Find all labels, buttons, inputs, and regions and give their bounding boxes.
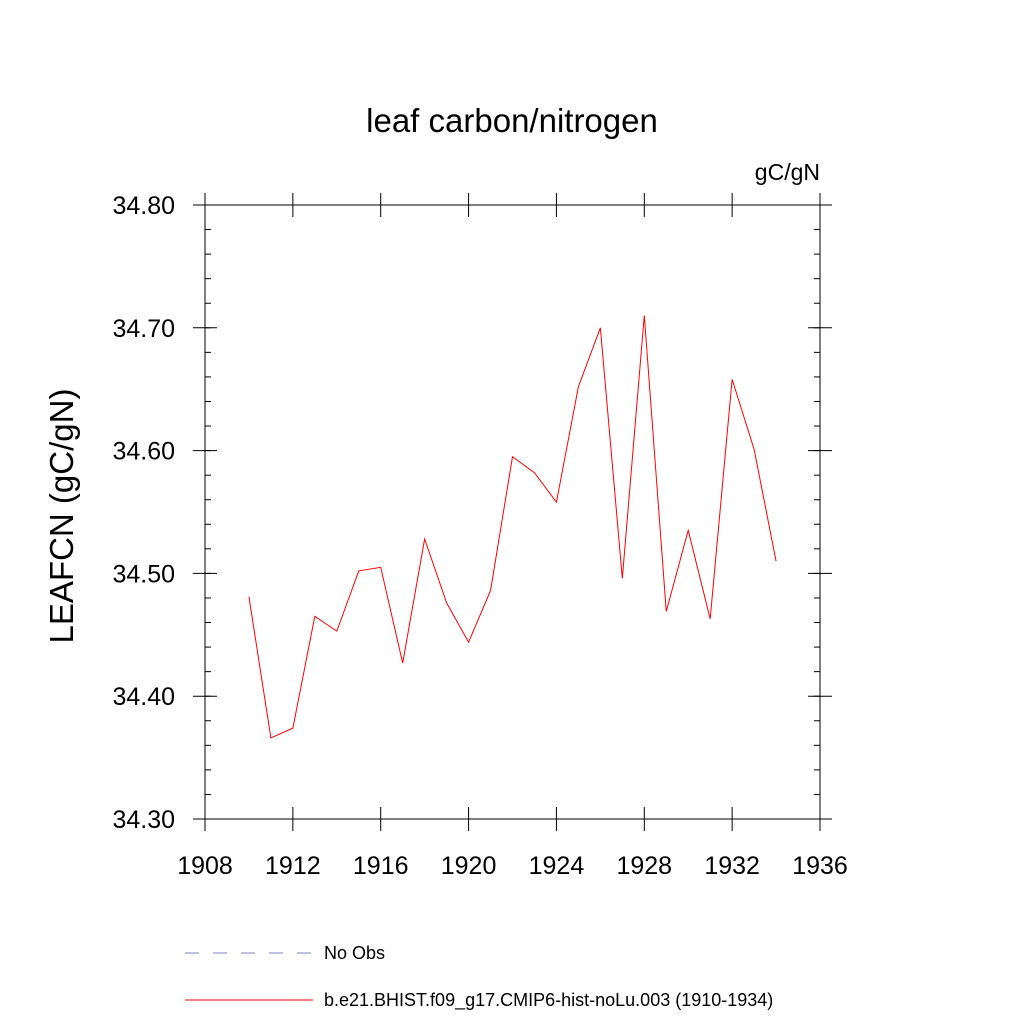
series-layer <box>248 315 777 739</box>
x-tick-label: 1916 <box>353 852 409 880</box>
data-point <box>622 578 623 579</box>
y-tick-label: 34.70 <box>112 315 175 343</box>
data-point <box>556 502 557 503</box>
data-point <box>710 618 711 619</box>
data-point <box>666 611 667 612</box>
data-point <box>380 567 381 568</box>
data-point <box>358 570 359 571</box>
x-tick-label: 1908 <box>177 852 233 880</box>
y-tick-label: 34.60 <box>112 438 175 466</box>
y-axis-label: LEAFCN (gC/gN) <box>43 389 80 644</box>
x-tick-label: 1912 <box>265 852 321 880</box>
axis-tick-labels: 34.30 34.40 34.50 34.60 34.70 34.80 1908 1912 19… <box>112 192 847 880</box>
series-line-0 <box>248 315 777 739</box>
data-point <box>248 596 249 597</box>
x-tick-label: 1932 <box>704 852 760 880</box>
legend-label-no-obs: No Obs <box>324 943 385 963</box>
y-tick-label: 34.50 <box>112 560 175 588</box>
data-point <box>776 561 777 562</box>
x-tick-label: 1920 <box>441 852 497 880</box>
data-point <box>270 737 271 738</box>
data-point <box>600 327 601 328</box>
data-point <box>688 530 689 531</box>
data-point <box>754 449 755 450</box>
y-tick-label: 34.30 <box>112 806 175 834</box>
data-point <box>468 642 469 643</box>
data-point <box>732 379 733 380</box>
legend: No Obs b.e21.BHIST.f09_g17.CMIP6-hist-no… <box>185 943 773 1011</box>
data-point <box>314 616 315 617</box>
axis-ticks <box>193 193 832 831</box>
x-tick-label: 1936 <box>792 852 848 880</box>
data-point <box>644 315 645 316</box>
data-point <box>512 456 513 457</box>
data-point <box>424 539 425 540</box>
plot-frame <box>204 204 821 820</box>
data-point <box>336 631 337 632</box>
data-point <box>402 663 403 664</box>
data-point <box>534 472 535 473</box>
x-tick-label: 1928 <box>616 852 672 880</box>
data-point <box>490 590 491 591</box>
units-label: gC/gN <box>755 159 820 185</box>
chart-title: leaf carbon/nitrogen <box>366 102 658 139</box>
data-point <box>446 602 447 603</box>
legend-label-model: b.e21.BHIST.f09_g17.CMIP6-hist-noLu.003 … <box>324 990 773 1011</box>
y-tick-label: 34.40 <box>112 683 175 711</box>
x-tick-label: 1924 <box>529 852 585 880</box>
y-tick-label: 34.80 <box>112 192 175 220</box>
data-point <box>578 386 579 387</box>
data-point <box>292 728 293 729</box>
